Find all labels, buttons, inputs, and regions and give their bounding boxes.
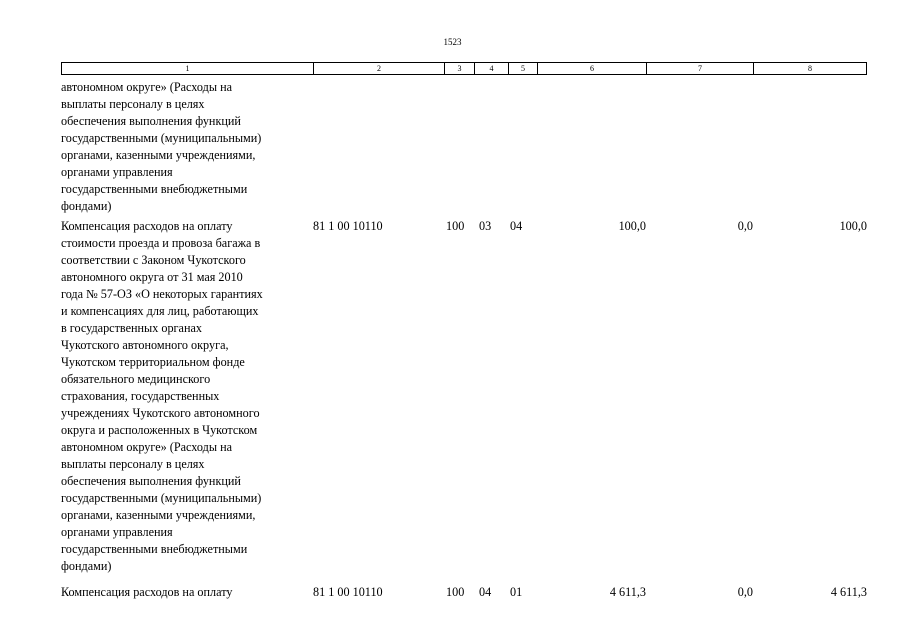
header-col-3: 3: [445, 63, 475, 74]
row-col-3: 100: [446, 219, 465, 233]
row-col-5: 01: [510, 585, 523, 599]
header-col-4: 4: [475, 63, 509, 74]
header-col-8: 8: [808, 64, 812, 73]
row-col-8: 4 611,3: [830, 585, 867, 599]
row-col-3: 100: [446, 585, 465, 599]
row-col-6: 4 611,3: [609, 585, 646, 599]
row-description: автономном округе» (Расходы на выплаты п…: [61, 80, 262, 213]
header-col-5: 5: [509, 63, 538, 74]
page-number: 1523: [443, 37, 462, 47]
row-col-5: 04: [510, 219, 523, 233]
row-col-7: 0,0: [737, 219, 753, 233]
row-description: Компенсация расходов на оплату стоимости…: [61, 219, 263, 573]
header-col-1: 1: [62, 63, 314, 74]
row-code: 81 1 00 10110: [313, 585, 383, 599]
header-col-6: 6: [538, 63, 647, 74]
row-col-7: 0,0: [737, 585, 753, 599]
row-col-8: 100,0: [839, 219, 867, 233]
header-col-7: 7: [647, 63, 754, 74]
row-code: 81 1 00 10110: [313, 219, 383, 233]
row-col-4: 03: [479, 219, 492, 233]
header-col-2: 2: [314, 63, 445, 74]
row-col-4: 04: [479, 585, 492, 599]
table-header: 1 2 3 4 5 6 7 8: [61, 62, 867, 75]
row-description: Компенсация расходов на оплату: [61, 585, 233, 599]
row-col-6: 100,0: [618, 219, 646, 233]
